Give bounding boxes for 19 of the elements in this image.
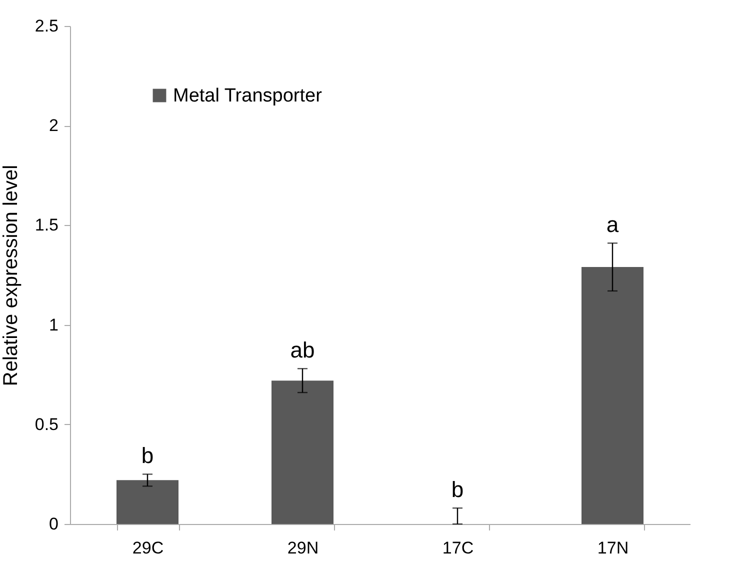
x-tick-label: 17N [597,538,629,558]
annotation: a [606,212,620,238]
annotation: b [141,443,154,468]
y-tick-label: 2.5 [34,16,58,36]
x-tick-label: 29C [132,538,164,558]
y-tick-label: 0.5 [34,414,58,434]
legend-label: Metal Transporter [173,86,323,106]
y-tick-label: 2 [49,116,58,136]
x-tick-label: 29N [287,538,319,558]
y-axis-title: Relative expression level [0,164,22,386]
bar [582,267,644,524]
y-tick-label: 1.5 [34,216,58,235]
bar [116,480,178,524]
annotation: b [451,477,464,502]
y-tick-label: 1 [49,315,58,334]
x-tick-label: 17C [442,538,474,558]
y-tick-label: 0 [49,514,58,534]
annotation: ab [290,338,315,363]
bar [272,380,334,524]
